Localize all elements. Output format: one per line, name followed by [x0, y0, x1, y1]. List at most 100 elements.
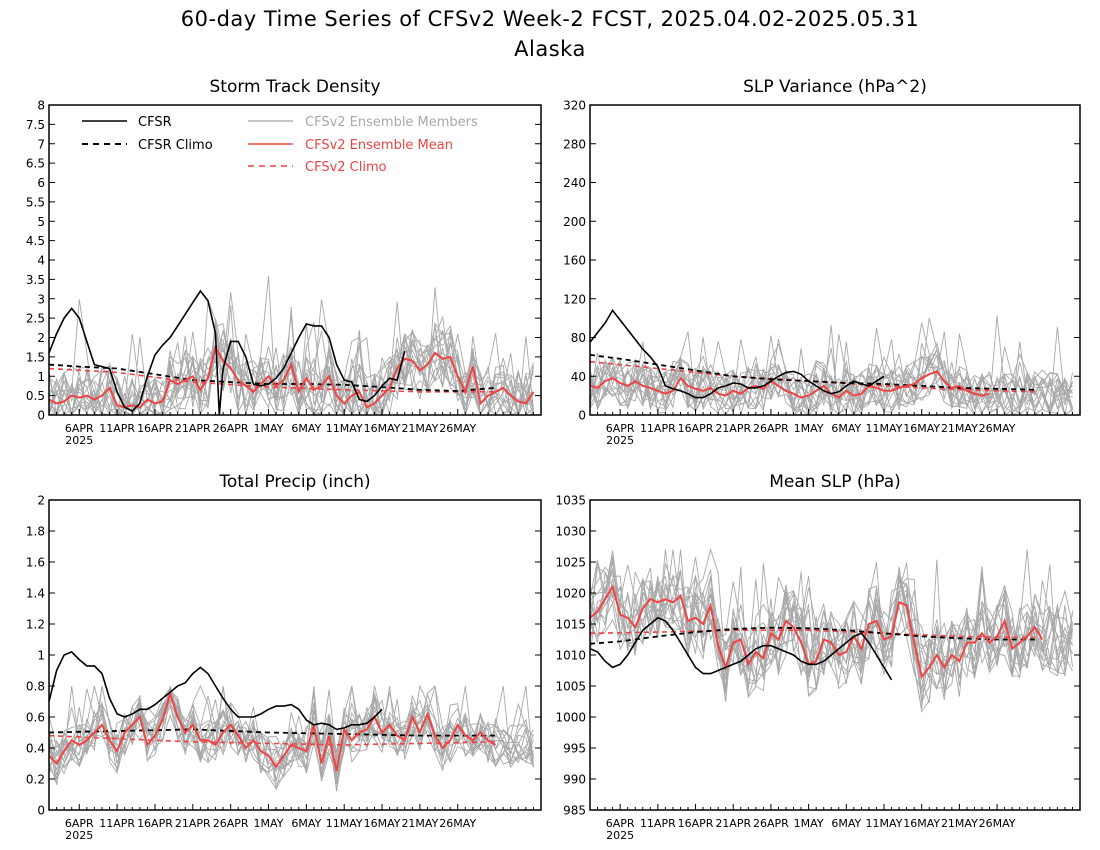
x-tick-label: 16MAY — [364, 817, 401, 830]
ensemble-member-line — [589, 325, 1073, 417]
x-tick-label: 11MAY — [866, 422, 903, 435]
ensemble-member-line — [48, 684, 534, 778]
panel-mean-slp: Mean SLP (hPa) 985 990 995 1000 1005 1010 1015 1… — [555, 472, 1081, 842]
y-tick-label: 2.5 — [26, 312, 45, 326]
x-tick-label: 16APR — [678, 422, 714, 435]
x-tick-label: 21APR — [175, 817, 211, 830]
y-tick-label: 1010 — [555, 649, 586, 663]
x-tick-label: 16APR — [137, 817, 173, 830]
x-tick-label: 26APR — [213, 422, 249, 435]
y-tick-label: 3.5 — [26, 273, 45, 287]
y-tick-label: 4 — [37, 254, 45, 268]
legend-label-members: CFSv2 Ensemble Members — [305, 115, 478, 130]
legend: CFSR CFSR Climo CFSv2 Ensemble Members C… — [82, 115, 478, 175]
y-tick-label: 40 — [571, 370, 586, 384]
x-tick-label: 21APR — [715, 422, 751, 435]
y-tick-label: 5 — [37, 215, 45, 229]
y-tick-label: 8 — [37, 99, 45, 113]
cfsr-line — [48, 289, 406, 416]
y-tick-label: 0.4 — [26, 742, 45, 756]
ensemble-mean-line — [48, 690, 497, 772]
y-tick-label: 5.5 — [26, 195, 45, 209]
x-tick-label: 21MAY — [401, 817, 438, 830]
x-tick-label: 26MAY — [979, 422, 1016, 435]
y-tick-label: 7 — [37, 137, 45, 151]
x-tick-label: 1MAY — [254, 817, 284, 830]
x-tick-label: 1MAY — [794, 422, 824, 435]
y-tick-label: 990 — [563, 773, 586, 787]
y-tick-label: 985 — [563, 804, 586, 818]
ensemble-member-line — [48, 693, 534, 791]
figure-title: 60-day Time Series of CFSv2 Week-2 FCST,… — [0, 4, 1100, 64]
y-tick-label: 1.6 — [26, 556, 45, 570]
y-tick-label: 160 — [563, 254, 586, 268]
ensemble-member-line — [589, 317, 1073, 416]
x-tick-label: 21APR — [175, 422, 211, 435]
y-tick-label: 0.5 — [26, 389, 45, 403]
y-tick-label: 2 — [37, 494, 45, 508]
y-tick-label: 1030 — [555, 525, 586, 539]
y-tick-label: 1025 — [555, 556, 586, 570]
y-tick-label: 0.2 — [26, 773, 45, 787]
cfsr-line — [48, 650, 383, 731]
ensemble-mean-line — [589, 370, 990, 399]
ensemble-members — [589, 548, 1073, 713]
y-tick-label: 1015 — [555, 618, 586, 632]
legend-label-mean: CFSv2 Ensemble Mean — [305, 138, 453, 153]
x-tick-label: 16MAY — [903, 817, 940, 830]
y-tick-label: 1.5 — [26, 350, 45, 364]
legend-label-climo: CFSv2 Climo — [305, 160, 387, 175]
x-tick-label: 11MAY — [866, 817, 903, 830]
y-tick-label: 80 — [571, 331, 586, 345]
y-tick-label: 0 — [37, 804, 45, 818]
cfsr-line — [589, 616, 893, 681]
x-tick-label: 21MAY — [941, 422, 978, 435]
ensemble-member-line — [589, 562, 1073, 699]
y-tick-label: 7.5 — [26, 118, 45, 132]
panel-title: Mean SLP (hPa) — [769, 472, 901, 492]
x-tick-label: 26APR — [213, 817, 249, 830]
ensemble-member-line — [589, 341, 1073, 415]
y-tick-label: 1000 — [555, 711, 586, 725]
x-tick-label: 11APR — [99, 422, 135, 435]
x-year-label: 2025 — [65, 434, 93, 447]
ensemble-member-line — [589, 555, 1073, 713]
x-tick-label: 6APR — [606, 422, 635, 435]
x-tick-label: 16APR — [678, 817, 714, 830]
x-year-label: 2025 — [606, 829, 634, 842]
ensemble-members — [48, 275, 534, 417]
x-year-label: 2025 — [606, 434, 634, 447]
panel-total-precip: Total Precip (inch) 0 0.2 0.4 0.6 0.8 1 1.2 1.4 1… — [26, 472, 542, 842]
y-tick-label: 240 — [563, 176, 586, 190]
y-tick-label: 280 — [563, 137, 586, 151]
x-tick-label: 16APR — [137, 422, 173, 435]
ensemble-member-line — [48, 335, 534, 417]
x-tick-label: 26APR — [753, 422, 789, 435]
panel-storm-track-density: Storm Track Density 0 0.5 1 1.5 2 2.5 3 3.5 4 4.5 5… — [26, 77, 542, 447]
x-tick-label: 11APR — [640, 422, 676, 435]
x-tick-label: 6MAY — [831, 422, 861, 435]
panel-title: Total Precip (inch) — [218, 472, 370, 492]
figure-title-line1: 60-day Time Series of CFSv2 Week-2 FCST,… — [180, 7, 920, 31]
x-tick-label: 6MAY — [831, 817, 861, 830]
y-tick-label: 6.5 — [26, 157, 45, 171]
y-tick-label: 0.6 — [26, 711, 45, 725]
ensemble-member-line — [48, 687, 534, 785]
y-tick-label: 1.8 — [26, 525, 45, 539]
x-tick-label: 11APR — [640, 817, 676, 830]
panel-title: SLP Variance (hPa^2) — [743, 77, 927, 97]
x-tick-label: 21MAY — [401, 422, 438, 435]
x-tick-label: 6MAY — [291, 422, 321, 435]
ensemble-member-line — [589, 335, 1073, 416]
ensemble-member-line — [589, 555, 1073, 693]
x-tick-label: 11MAY — [326, 422, 363, 435]
ensemble-member-line — [48, 690, 534, 768]
x-year-label: 2025 — [65, 829, 93, 842]
panel-title: Storm Track Density — [209, 77, 380, 97]
x-tick-label: 11MAY — [326, 817, 363, 830]
x-tick-label: 1MAY — [794, 817, 824, 830]
ensemble-member-line — [48, 292, 534, 417]
y-tick-label: 1.4 — [26, 587, 45, 601]
x-tick-label: 26APR — [753, 817, 789, 830]
